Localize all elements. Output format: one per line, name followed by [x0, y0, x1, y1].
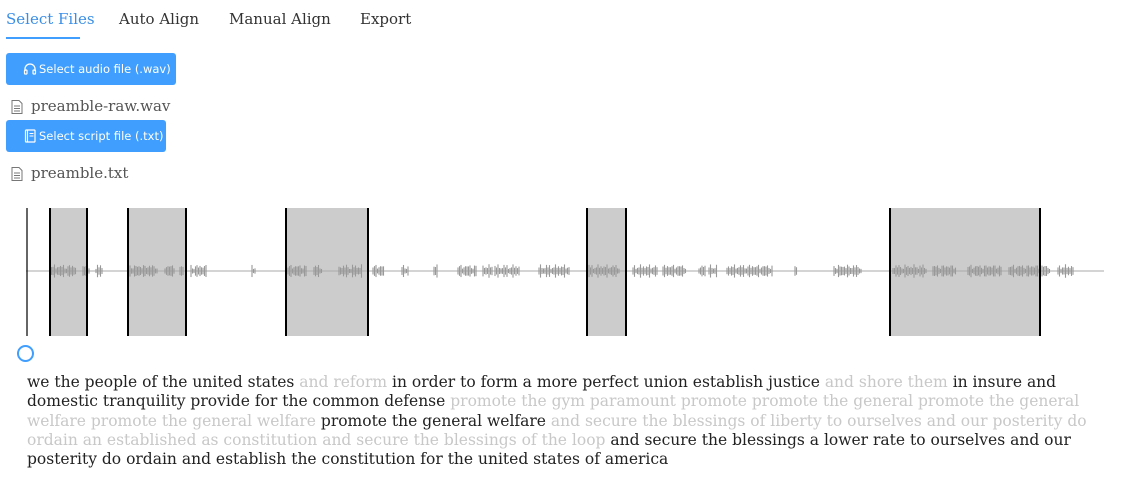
transcript-inserted-segment[interactable]: and reform	[299, 373, 393, 391]
transcript-matched-segment[interactable]: in order to form a more perfect union es…	[392, 373, 825, 391]
audio-file-name: preamble-raw.wav	[31, 97, 171, 115]
tab-export[interactable]: Export	[360, 10, 412, 28]
transcript-inserted-segment[interactable]: and shore them	[824, 373, 953, 391]
tab-manual-align[interactable]: Manual Align	[229, 10, 331, 28]
active-tab-indicator	[6, 37, 80, 39]
tab-select-files[interactable]: Select Files	[6, 10, 95, 28]
select-audio-button[interactable]: Select audio file (.wav)	[6, 53, 176, 85]
transcript-matched-segment[interactable]: we the people of the united states	[27, 373, 300, 391]
transcript-matched-segment[interactable]: and secure the blessings a lower rate to…	[27, 430, 1071, 469]
select-script-button-label: Select script file (.txt)	[39, 129, 164, 143]
waveform	[49, 264, 1074, 278]
file-icon	[11, 167, 23, 181]
transcript-text: we the people of the united states and r…	[27, 373, 1112, 469]
region-boundaries	[49, 208, 1041, 336]
file-icon	[11, 100, 23, 114]
notebook-icon	[24, 129, 36, 143]
tab-auto-align[interactable]: Auto Align	[119, 10, 200, 28]
script-file-name: preamble.txt	[31, 164, 129, 182]
select-script-button[interactable]: Select script file (.txt)	[6, 120, 166, 152]
transcript-inserted-segment[interactable]: and secure the blessings of liberty to o…	[27, 411, 1087, 449]
waveform-display[interactable]	[26, 206, 1106, 338]
playhead-handle[interactable]	[17, 345, 34, 362]
select-audio-button-label: Select audio file (.wav)	[39, 62, 171, 76]
transcript-matched-segment[interactable]: promote the general welfare	[320, 411, 551, 430]
transcript-matched-segment[interactable]: in insure and domestic tranquility provi…	[27, 373, 1057, 411]
tab-bar: Select Files Auto Align Manual Align Exp…	[0, 0, 1129, 40]
headphones-icon	[23, 63, 37, 75]
transcript-inserted-segment[interactable]: promote the gym paramount promote promot…	[27, 392, 1080, 430]
